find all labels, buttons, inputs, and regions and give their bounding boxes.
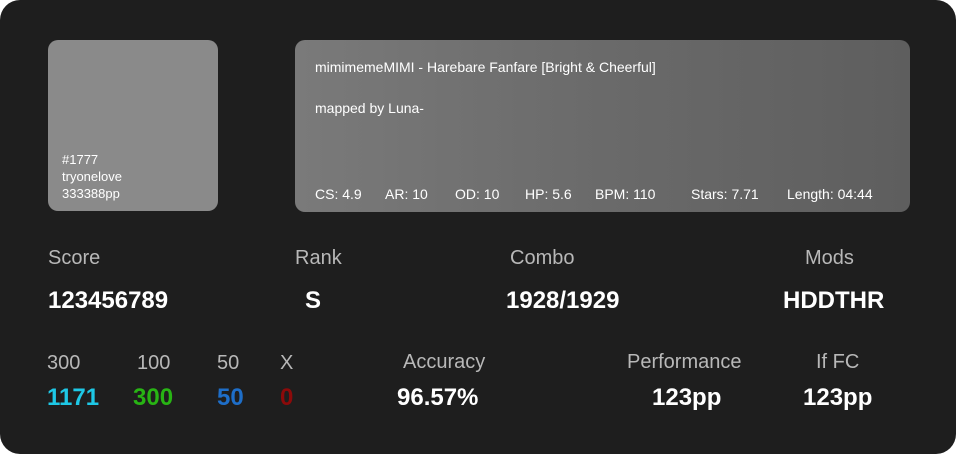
combo-label: Combo	[510, 247, 575, 269]
hit100-label: 100	[137, 352, 171, 374]
miss-label: X	[280, 352, 294, 374]
score-value: 123456789	[48, 287, 169, 314]
hit50-value: 50	[217, 384, 244, 411]
beatmap-od: OD: 10	[455, 186, 500, 202]
beatmap-stars: Stars: 7.71	[691, 186, 759, 202]
player-pp: 333388pp	[62, 186, 120, 201]
accuracy-value: 96.57%	[397, 384, 479, 411]
player-rank: #1777	[62, 152, 99, 167]
beatmap-ar: AR: 10	[385, 186, 428, 202]
mods-value: HDDTHR	[783, 287, 885, 314]
beatmap-mapper: mapped by Luna-	[315, 100, 424, 116]
beatmap-length: Length: 04:44	[787, 186, 873, 202]
performance-label: Performance	[627, 351, 742, 373]
player-name: tryonelove	[62, 169, 122, 184]
beatmap-banner: mimimemeMIMI - Harebare Fanfare [Bright …	[295, 40, 910, 212]
combo-value: 1928/1929	[506, 287, 620, 314]
performance-value: 123pp	[652, 384, 722, 411]
hit300-label: 300	[47, 352, 81, 374]
hit100-value: 300	[133, 384, 174, 411]
beatmap-hp: HP: 5.6	[525, 186, 572, 202]
mods-label: Mods	[805, 247, 854, 269]
accuracy-label: Accuracy	[403, 351, 486, 373]
hit50-label: 50	[217, 352, 240, 374]
score-label: Score	[48, 247, 101, 269]
hit300-value: 1171	[47, 384, 100, 411]
miss-value: 0	[280, 384, 294, 411]
beatmap-title: mimimemeMIMI - Harebare Fanfare [Bright …	[315, 59, 656, 75]
if-fc-value: 123pp	[803, 384, 873, 411]
beatmap-cs: CS: 4.9	[315, 186, 362, 202]
if-fc-label: If FC	[816, 351, 860, 373]
rank-value: S	[305, 287, 322, 314]
beatmap-bpm: BPM: 110	[595, 186, 656, 202]
player-card: #1777 tryonelove 333388pp	[48, 40, 218, 211]
rank-label: Rank	[295, 247, 342, 269]
